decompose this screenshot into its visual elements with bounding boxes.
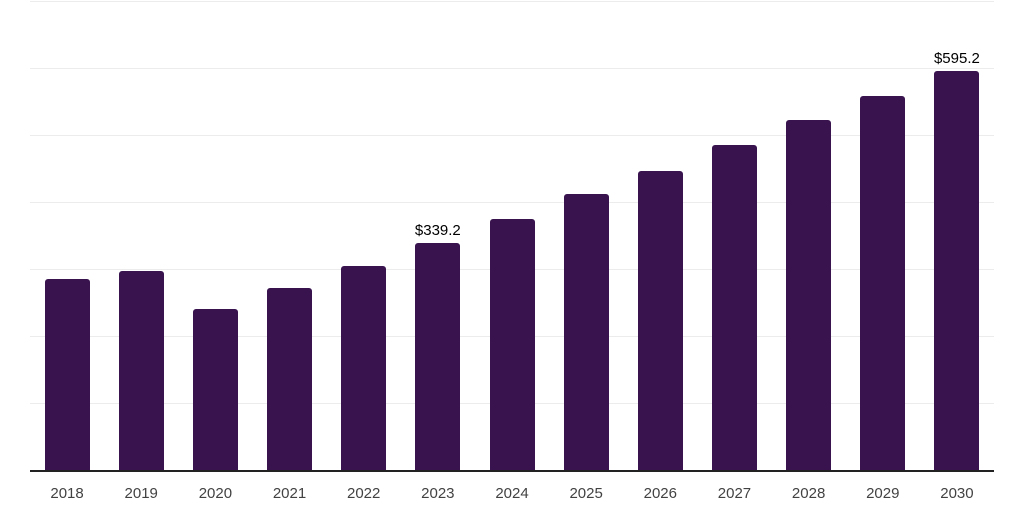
value-label-2023: $339.2 [414,221,461,239]
bar-2018[interactable] [44,278,90,470]
x-tick-2027: 2027 [717,485,752,502]
bar-2030[interactable] [934,71,980,470]
bar-2021[interactable] [267,288,313,470]
x-tick-2020: 2020 [198,485,233,502]
bar-2024[interactable] [489,219,535,470]
x-tick-2025: 2025 [569,485,603,502]
bar-2025[interactable] [563,194,609,470]
gridline-600 [30,68,994,69]
bar-2023[interactable] [415,242,461,470]
bar-2022[interactable] [341,265,387,470]
x-axis-labels: 2018 2019 2020 2021 2022 2023 2024 2025 2026 2027… [30,484,994,504]
bar-2027[interactable] [711,144,757,470]
bar-2019[interactable] [118,271,164,470]
x-tick-2023: 2023 [421,485,455,502]
value-label-2030: $595.2 [933,50,980,68]
gridline-700 [30,1,994,2]
bar-2029[interactable] [860,95,906,470]
x-tick-2030: 2030 [940,485,974,502]
plot-area: $339.2 $595.2 [30,0,994,470]
x-tick-2019: 2019 [124,485,158,502]
x-tick-2026: 2026 [643,485,677,502]
x-tick-2028: 2028 [791,485,826,502]
gridline-500 [30,135,994,136]
gridline-400 [30,202,994,203]
x-tick-2024: 2024 [495,485,529,502]
x-tick-2029: 2029 [866,485,900,502]
x-axis-line [30,470,994,472]
bar-2020[interactable] [192,308,238,470]
bar-2026[interactable] [637,170,683,470]
bar-2028[interactable] [786,119,832,470]
x-tick-2018: 2018 [50,485,84,502]
x-tick-2022: 2022 [347,485,381,502]
x-tick-2021: 2021 [272,485,307,502]
